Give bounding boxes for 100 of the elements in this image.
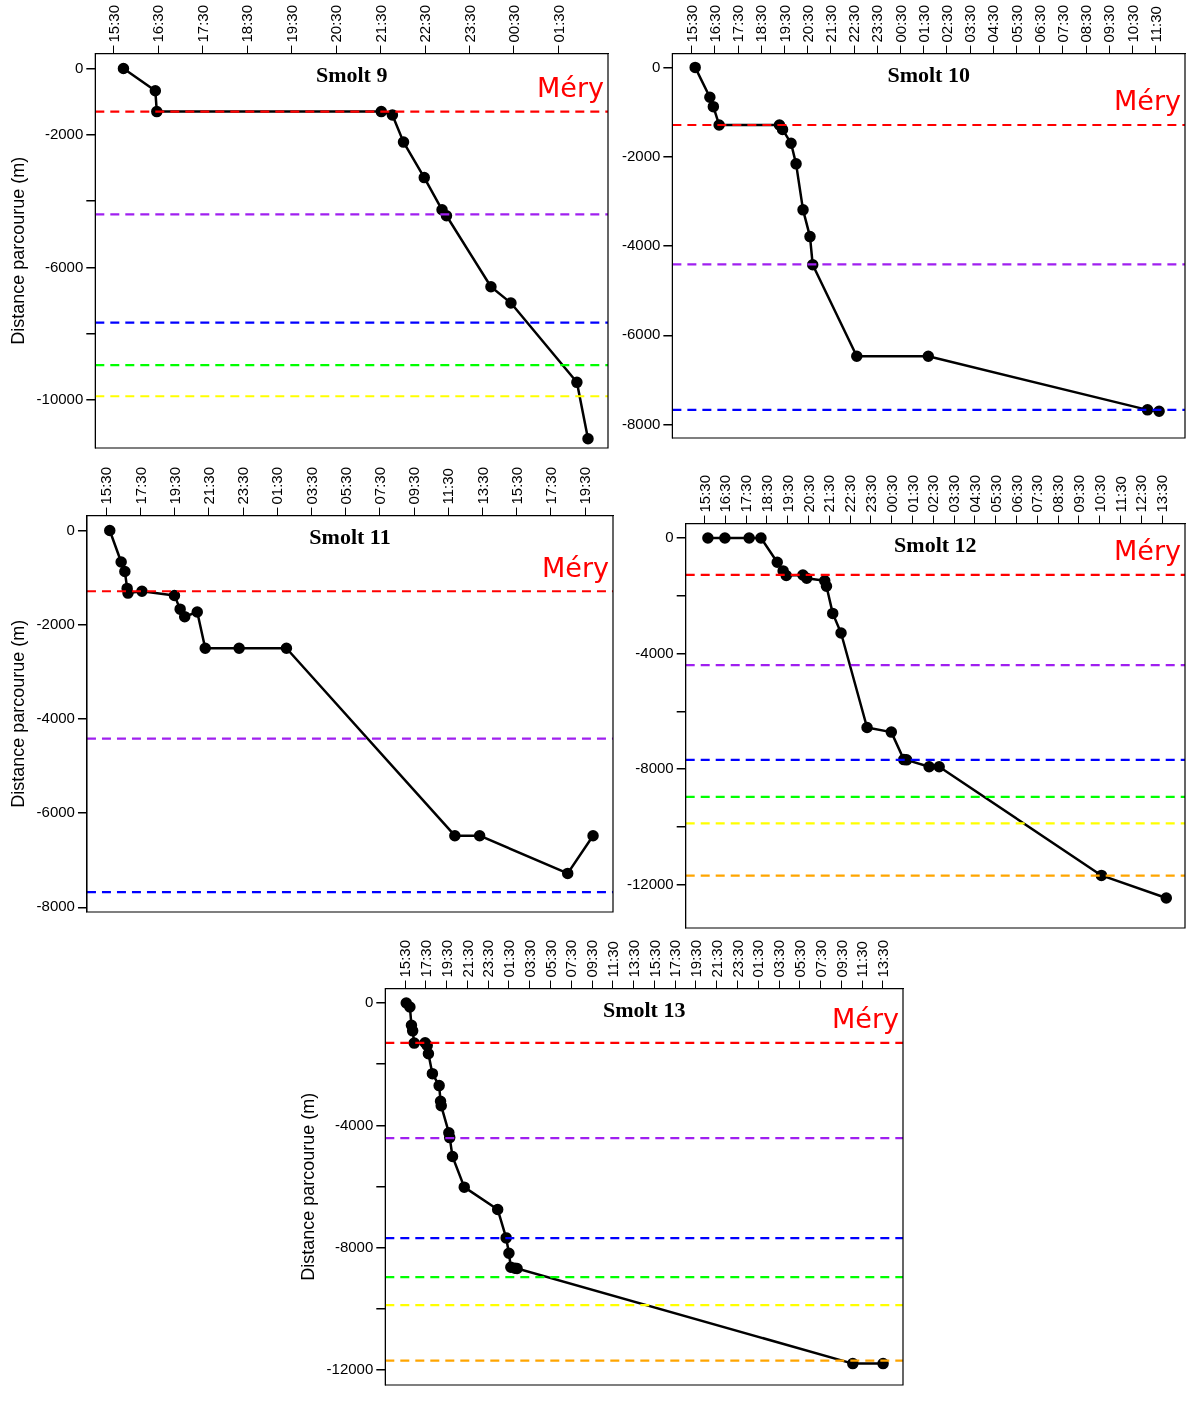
x-tick-label: 19:30 — [775, 4, 793, 43]
x-tick-label: 13:30 — [624, 939, 642, 978]
x-tick-label: 22:30 — [841, 474, 859, 513]
x-tick-label: 19:30 — [576, 466, 594, 505]
x-tick-label: 15:30 — [97, 466, 115, 505]
y-axis-title: Distance parcourue (m) — [7, 619, 28, 808]
x-tick-label: 18:30 — [752, 4, 770, 43]
y-tick-label: -8000 — [635, 759, 674, 777]
x-tick-label: 16:30 — [149, 4, 167, 43]
x-tick-label: 07:30 — [371, 466, 389, 505]
y-axis-title: Distance parcourue (m) — [297, 1092, 318, 1281]
x-tick-label: 15:30 — [682, 4, 700, 43]
x-tick-label: 23:30 — [479, 939, 497, 978]
x-tick-label: 09:30 — [1100, 4, 1118, 43]
x-tick-label: 10:30 — [1123, 4, 1141, 43]
x-tick-label: 15:30 — [507, 466, 525, 505]
x-tick-label: 04:30 — [984, 4, 1002, 43]
chart-title: Smolt 11 — [309, 524, 391, 550]
x-tick-label: 18:30 — [238, 4, 256, 43]
y-tick-label: -4000 — [635, 643, 674, 661]
x-tick-label: 01:30 — [903, 474, 921, 513]
x-tick-label: 23:30 — [868, 4, 886, 43]
x-tick-label: 01:30 — [549, 4, 567, 43]
x-tick-label: 17:30 — [729, 4, 747, 43]
x-tick-label: 19:30 — [165, 466, 183, 505]
x-tick-label: 21:30 — [458, 939, 476, 978]
y-tick-label: -4000 — [334, 1115, 374, 1133]
x-tick-label: 05:30 — [1007, 4, 1025, 43]
x-tick-label: 15:30 — [645, 939, 663, 978]
x-tick-label: 11:30 — [853, 941, 871, 978]
x-tick-label: 01:30 — [500, 939, 518, 978]
chart-title: Smolt 13 — [602, 997, 686, 1023]
ref-line-label: Méry — [537, 72, 605, 104]
x-tick-label: 07:30 — [1053, 4, 1071, 43]
x-tick-label: 06:30 — [1030, 4, 1048, 43]
x-tick-label: 11:30 — [439, 468, 457, 505]
x-tick-label: 02:30 — [937, 4, 955, 43]
x-tick-label: 22:30 — [845, 4, 863, 43]
x-tick-label: 09:30 — [405, 466, 423, 505]
x-tick-label: 20:30 — [327, 4, 345, 43]
x-tick-label: 13:30 — [1153, 474, 1171, 513]
y-tick-label: -12000 — [326, 1360, 374, 1378]
x-tick-label: 05:30 — [336, 466, 354, 505]
x-tick-label: 22:30 — [416, 4, 434, 43]
x-tick-label: 09:30 — [583, 939, 601, 978]
x-tick-label: 13:30 — [473, 466, 491, 505]
x-tick-label: 04:30 — [966, 474, 984, 513]
x-tick-label: 17:30 — [131, 466, 149, 505]
x-tick-label: 01:30 — [914, 4, 932, 43]
x-tick-label: 07:30 — [811, 939, 829, 978]
x-tick-label: 17:30 — [542, 466, 560, 505]
y-tick-label: 0 — [66, 520, 75, 538]
y-tick-label: -2000 — [621, 146, 661, 164]
x-tick-label: 09:30 — [832, 939, 850, 978]
y-tick-label: -6000 — [621, 325, 661, 343]
x-tick-label: 11:30 — [1146, 6, 1164, 43]
x-tick-label: 03:30 — [520, 939, 538, 978]
x-tick-label: 23:30 — [234, 466, 252, 505]
chart-title: Smolt 10 — [887, 62, 970, 88]
x-tick-label: 16:30 — [706, 4, 724, 43]
y-tick-label: -6000 — [44, 257, 84, 275]
x-tick-label: 08:30 — [1077, 4, 1095, 43]
x-tick-label: 07:30 — [562, 939, 580, 978]
x-tick-label: 19:30 — [282, 4, 300, 43]
x-tick-label: 21:30 — [822, 4, 840, 43]
x-tick-label: 08:30 — [1049, 474, 1067, 513]
y-tick-label: -4000 — [36, 709, 75, 727]
x-tick-label: 10:30 — [1090, 474, 1108, 513]
x-tick-label: 17:30 — [737, 474, 755, 513]
x-tick-label: 00:30 — [505, 4, 523, 43]
ref-line-label: Méry — [1114, 85, 1182, 117]
chart-title: Smolt 12 — [894, 532, 977, 558]
y-tick-label: -8000 — [621, 414, 661, 432]
x-tick-label: 16:30 — [716, 474, 734, 513]
chart-title: Smolt 9 — [315, 62, 388, 88]
y-tick-label: -8000 — [36, 897, 75, 915]
x-tick-label: 21:30 — [371, 4, 389, 43]
x-tick-label: 19:30 — [437, 939, 455, 978]
x-tick-label: 02:30 — [924, 474, 942, 513]
x-tick-label: 11:30 — [1111, 476, 1129, 513]
x-tick-label: 23:30 — [862, 474, 879, 513]
y-tick-label: -8000 — [334, 1237, 374, 1255]
y-tick-label: 0 — [74, 58, 84, 76]
x-tick-label: 05:30 — [790, 939, 808, 978]
x-tick-label: 11:30 — [603, 941, 621, 978]
y-tick-label: 0 — [364, 993, 374, 1011]
x-tick-label: 15:30 — [396, 939, 414, 978]
x-tick-label: 19:30 — [778, 474, 796, 513]
x-tick-label: 18:30 — [757, 474, 775, 513]
x-tick-label: 13:30 — [874, 939, 892, 978]
ref-line-label: Méry — [832, 1003, 900, 1035]
x-tick-label: 12:30 — [1132, 474, 1150, 513]
x-tick-label: 09:30 — [1070, 474, 1088, 513]
x-tick-label: 20:30 — [799, 474, 817, 513]
x-tick-label: 15:30 — [104, 4, 122, 43]
ref-line-label: Méry — [542, 551, 610, 583]
x-tick-label: 03:30 — [961, 4, 979, 43]
x-tick-label: 00:30 — [891, 4, 909, 43]
x-tick-label: 03:30 — [770, 939, 788, 978]
y-tick-label: -2000 — [44, 124, 84, 142]
